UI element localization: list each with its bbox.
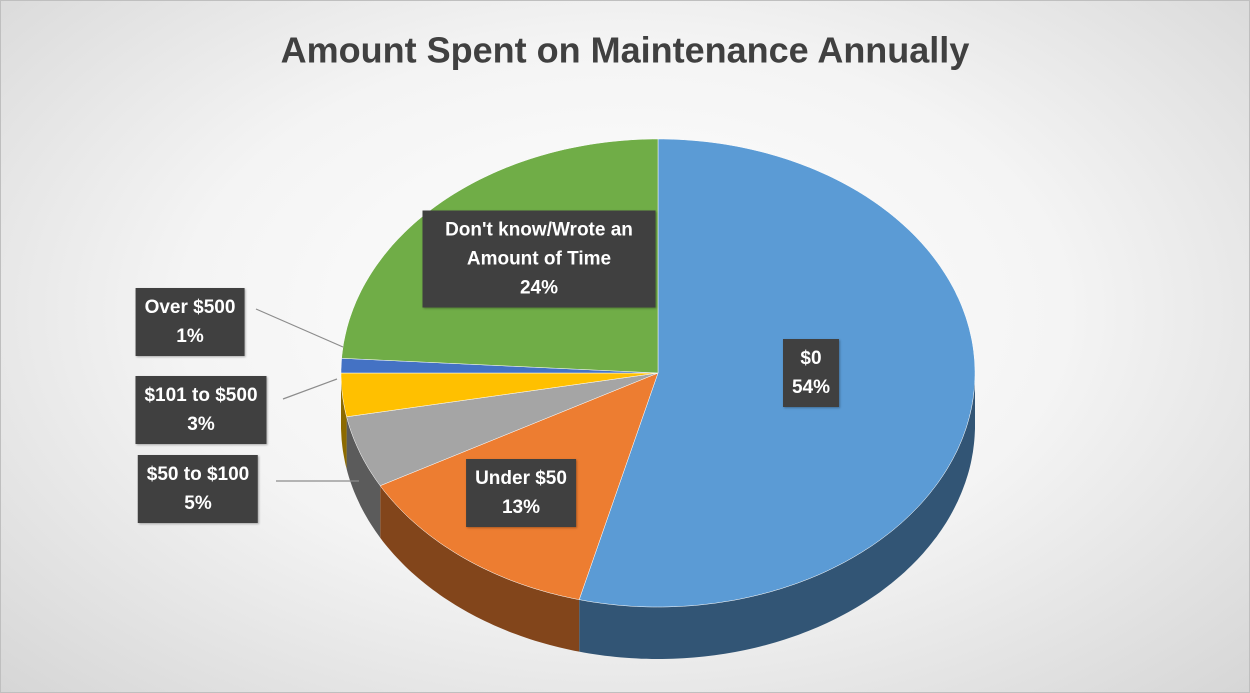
slice: [578, 138, 976, 608]
slice: [346, 372, 659, 487]
slice-side: [380, 485, 580, 652]
category-label: $101 to $500: [144, 385, 258, 406]
slice-side: [579, 373, 975, 659]
data-label: $0 54%: [782, 339, 840, 407]
value-label: 54%: [791, 377, 831, 398]
category-label: Don't know/Wrote an Amount of Time: [445, 219, 633, 270]
category-label: $0: [800, 348, 822, 369]
category-label: $50 to $100: [146, 464, 250, 485]
slice-side: [346, 416, 381, 538]
value-label: 1%: [176, 326, 204, 347]
category-label: Over $500: [144, 297, 236, 318]
data-label: $50 to $100 5%: [137, 455, 259, 523]
chart-title: Amount Spent on Maintenance Annually: [281, 30, 970, 71]
value-label: 13%: [501, 497, 541, 518]
leader-line: [282, 378, 338, 400]
slice-side: [341, 373, 347, 469]
data-label: Under $50 13%: [466, 459, 576, 527]
category-label: Under $50: [475, 468, 567, 489]
data-label: $101 to $500 3%: [135, 376, 267, 444]
value-label: 5%: [184, 493, 212, 514]
value-label: 3%: [187, 414, 215, 435]
slice: [340, 372, 659, 418]
data-label: Don't know/Wrote an Amount of Time 24%: [422, 210, 656, 308]
value-label: 24%: [519, 277, 559, 299]
leader-line: [255, 308, 344, 348]
data-label: Over $500 1%: [135, 288, 245, 356]
